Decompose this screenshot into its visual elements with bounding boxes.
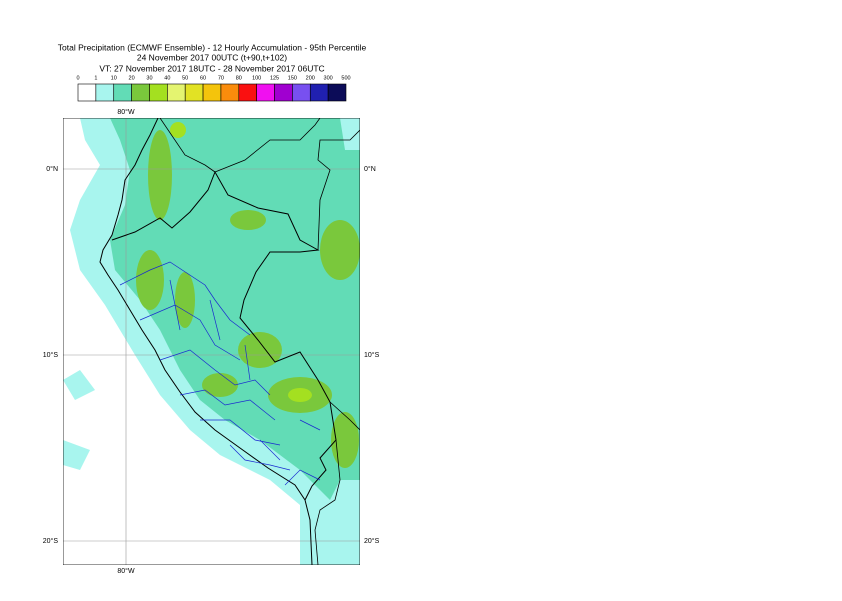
legend-swatch [149,83,168,102]
lat-label: 0°N [364,165,376,173]
lat-label: 10°S [364,351,380,359]
legend-label: 80 [236,75,242,81]
legend-swatch [113,83,132,102]
legend-swatch [309,83,329,102]
legend-label: 20 [129,75,135,81]
lat-label: 20°S [364,537,380,545]
legend-swatch [131,83,150,102]
axis-labels: 80°W 80°W 0°N 0°N 10°S 10°S 20°S 20°S [43,108,380,575]
legend-label: 60 [200,75,206,81]
legend-label: 100 [252,75,261,81]
legend-swatch [220,83,240,102]
legend-label: 70 [218,75,224,81]
legend-swatch [292,83,311,102]
map-title: Total Precipitation (ECMWF Ensemble) - 1… [58,42,367,52]
legend-swatch [167,83,186,102]
legend-swatch [202,83,222,102]
legend-label: 50 [182,75,188,81]
legend: 0 1 10 20 30 40 50 60 70 80 100 125 150 200 300 500 [76,75,351,102]
legend-swatch [238,83,257,102]
legend-swatch [274,83,293,102]
legend-swatch [327,83,347,102]
legend-swatch [184,83,204,102]
legend-label: 1 [94,75,97,81]
legend-label: 500 [341,75,350,81]
lat-label: 0°N [46,165,58,173]
map-subtitle: 24 November 2017 00UTC (t+90,t+102) [137,52,287,62]
lat-label: 10°S [43,351,59,359]
map-area [63,118,360,565]
lon-label: 80°W [117,108,135,116]
legend-label: 30 [146,75,152,81]
legend-label: 40 [164,75,170,81]
legend-label: 0 [76,75,79,81]
legend-swatch [77,83,97,102]
valid-time: VT: 27 November 2017 18UTC - 28 November… [99,63,324,73]
legend-label: 10 [111,75,117,81]
legend-label: 200 [306,75,315,81]
legend-swatch [95,83,115,102]
lon-label: 80°W [117,567,135,575]
legend-swatch [256,83,275,102]
legend-label: 125 [270,75,279,81]
legend-label: 300 [324,75,333,81]
legend-label: 150 [288,75,297,81]
lat-label: 20°S [43,537,59,545]
